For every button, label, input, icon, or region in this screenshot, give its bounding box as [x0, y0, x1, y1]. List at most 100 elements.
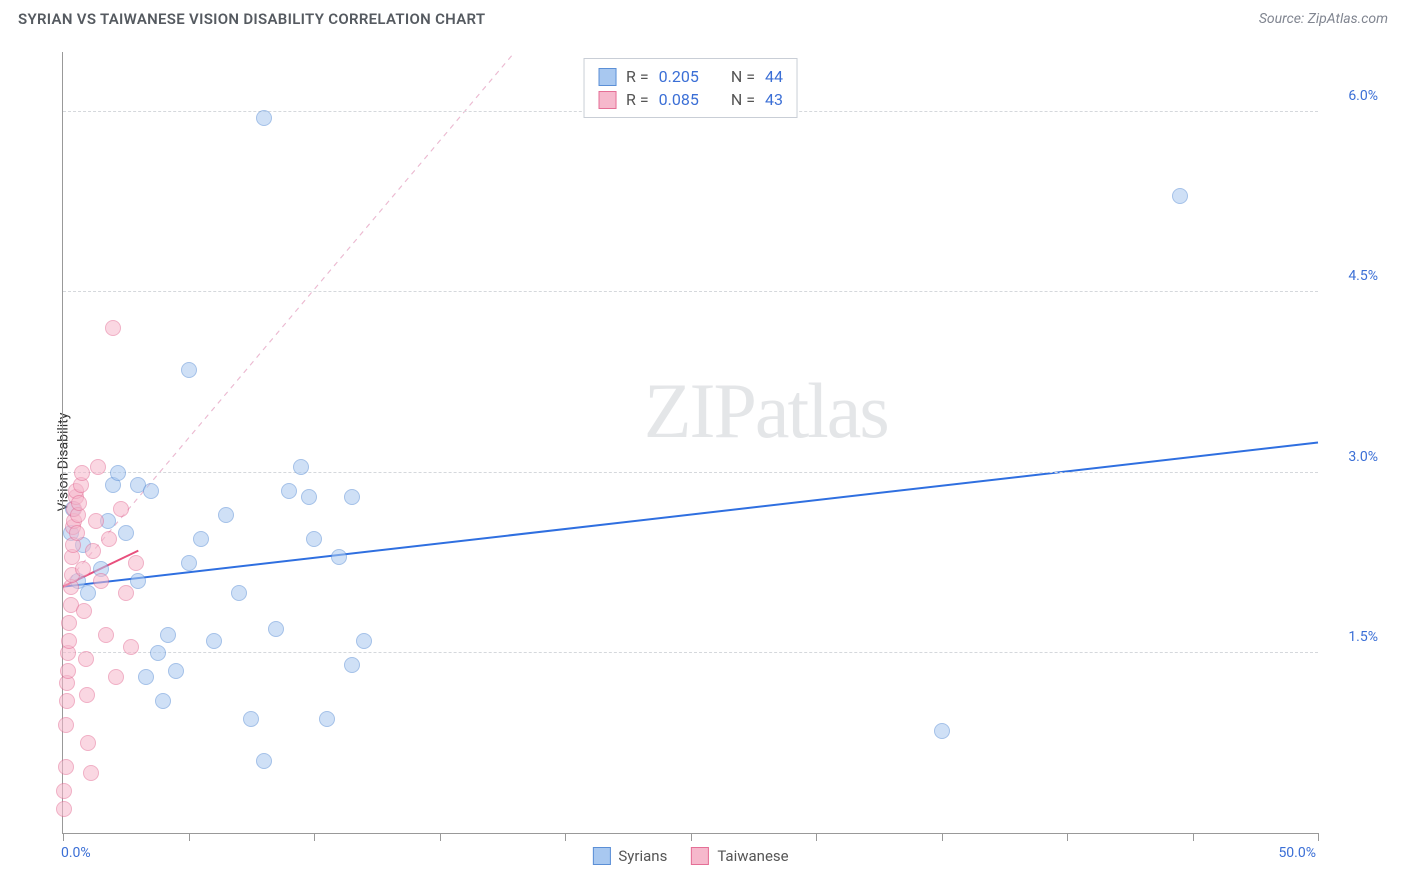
- data-point: [301, 489, 317, 505]
- gridline: [63, 652, 1318, 653]
- data-point: [71, 495, 87, 511]
- x-tick-label: 50.0%: [1278, 845, 1316, 861]
- data-point: [118, 585, 134, 601]
- data-point: [60, 663, 76, 679]
- data-point: [58, 759, 74, 775]
- x-tick: [565, 833, 566, 841]
- data-point: [268, 621, 284, 637]
- data-point: [61, 615, 77, 631]
- legend-r-value: 0.085: [659, 90, 699, 109]
- legend-n-value: 43: [765, 90, 783, 109]
- legend-n-label: N =: [731, 90, 755, 109]
- legend-r-label: R =: [626, 90, 649, 109]
- correlation-legend: R = 0.205N = 44R = 0.085N = 43: [583, 58, 798, 118]
- watermark: ZIPatlas: [644, 366, 888, 456]
- data-point: [160, 627, 176, 643]
- data-point: [80, 735, 96, 751]
- data-point: [130, 573, 146, 589]
- data-point: [79, 687, 95, 703]
- x-tick: [189, 833, 190, 841]
- data-point: [80, 585, 96, 601]
- watermark-zip: ZIP: [644, 367, 755, 454]
- legend-row: R = 0.085 N = 43: [598, 88, 783, 111]
- x-tick: [816, 833, 817, 841]
- x-tick: [63, 833, 64, 841]
- data-point: [88, 513, 104, 529]
- data-point: [319, 711, 335, 727]
- data-point: [118, 525, 134, 541]
- gridline: [63, 472, 1318, 473]
- source-label: Source:: [1259, 11, 1308, 27]
- series-legend: Syrians Taiwanese: [592, 847, 788, 865]
- data-point: [98, 627, 114, 643]
- data-point: [206, 633, 222, 649]
- legend-r-value: 0.205: [659, 67, 699, 86]
- data-point: [93, 573, 109, 589]
- data-point: [1172, 188, 1188, 204]
- data-point: [934, 723, 950, 739]
- plot-area: ZIPatlas R = 0.205N = 44R = 0.085N = 43 …: [62, 52, 1318, 834]
- data-point: [344, 489, 360, 505]
- legend-swatch: [598, 68, 616, 86]
- data-point: [78, 651, 94, 667]
- series-legend-label: Taiwanese: [717, 847, 788, 865]
- y-tick-label: 4.5%: [1348, 268, 1378, 284]
- data-point: [218, 507, 234, 523]
- data-point: [181, 555, 197, 571]
- data-point: [256, 753, 272, 769]
- data-point: [110, 465, 126, 481]
- data-point: [138, 669, 154, 685]
- y-tick-label: 1.5%: [1348, 629, 1378, 645]
- data-point: [76, 603, 92, 619]
- series-legend-item: Taiwanese: [691, 847, 788, 865]
- legend-swatch: [598, 91, 616, 109]
- legend-swatch: [592, 847, 610, 865]
- data-point: [56, 783, 72, 799]
- data-point: [85, 543, 101, 559]
- chart-source: Source: ZipAtlas.com: [1259, 11, 1388, 27]
- data-point: [344, 657, 360, 673]
- chart-container: Vision Disability ZIPatlas R = 0.205N = …: [18, 44, 1388, 880]
- data-point: [331, 549, 347, 565]
- data-point: [281, 483, 297, 499]
- y-tick-label: 6.0%: [1348, 88, 1378, 104]
- chart-title: SYRIAN VS TAIWANESE VISION DISABILITY CO…: [18, 10, 485, 28]
- data-point: [59, 693, 75, 709]
- x-tick-label: 0.0%: [61, 845, 91, 861]
- x-tick: [1067, 833, 1068, 841]
- legend-swatch: [691, 847, 709, 865]
- data-point: [123, 639, 139, 655]
- data-point: [74, 465, 90, 481]
- data-point: [83, 765, 99, 781]
- data-point: [193, 531, 209, 547]
- data-point: [356, 633, 372, 649]
- x-tick: [1318, 833, 1319, 841]
- data-point: [75, 561, 91, 577]
- data-point: [306, 531, 322, 547]
- data-point: [105, 320, 121, 336]
- data-point: [168, 663, 184, 679]
- data-point: [155, 693, 171, 709]
- data-point: [128, 555, 144, 571]
- data-point: [293, 459, 309, 475]
- data-point: [231, 585, 247, 601]
- legend-row: R = 0.205N = 44: [598, 65, 783, 88]
- series-legend-item: Syrians: [592, 847, 667, 865]
- data-point: [90, 459, 106, 475]
- data-point: [181, 362, 197, 378]
- data-point: [56, 801, 72, 817]
- x-tick: [942, 833, 943, 841]
- data-point: [69, 525, 85, 541]
- watermark-atlas: atlas: [755, 367, 888, 454]
- data-point: [58, 717, 74, 733]
- legend-n-label: N =: [731, 67, 755, 86]
- x-tick: [1193, 833, 1194, 841]
- data-point: [108, 669, 124, 685]
- gridline: [63, 291, 1318, 292]
- data-point: [61, 633, 77, 649]
- data-point: [150, 645, 166, 661]
- source-name: ZipAtlas.com: [1308, 11, 1388, 27]
- series-legend-label: Syrians: [618, 847, 667, 865]
- data-point: [243, 711, 259, 727]
- legend-r-label: R =: [626, 67, 649, 86]
